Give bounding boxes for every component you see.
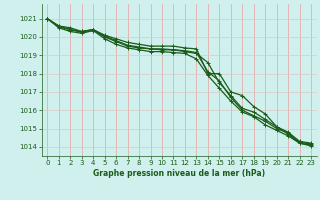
X-axis label: Graphe pression niveau de la mer (hPa): Graphe pression niveau de la mer (hPa) <box>93 169 265 178</box>
